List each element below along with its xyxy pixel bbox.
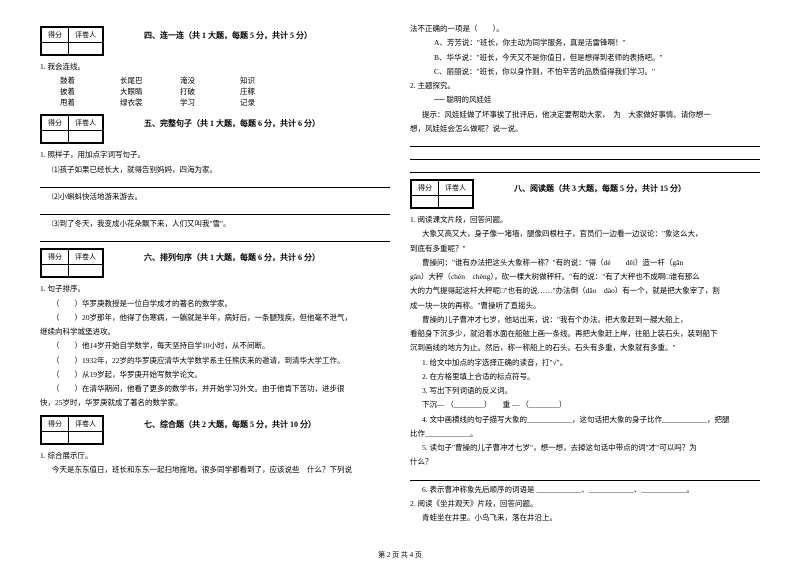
match-1-2: 长尾巴 [120,75,180,86]
q8-p2: 曹操问："谁有办法把这头大象称一称？"有的说："得（dé děi）造一杆（gān [422,257,760,268]
answer-line[interactable] [410,150,760,160]
score-box-5: 得分评卷人 [40,114,104,144]
q6-1e: （ ）从19岁起，华罗庚开始写数学论文。 [52,369,390,380]
section-4-header: 得分评卷人 四、连一连（共 1 大题，每题 5 分，共计 5 分） [40,26,390,58]
opt-a: A、芳芳说："班长，你主动为同学服务，真是活雷锋啊！" [434,37,760,48]
match-row-1: 鼓着 长尾巴 淹没 知识 [60,75,390,86]
q8-sq5b: 什么？ [410,456,760,467]
continuation: 法不正确的一项是（ ）。 [410,23,760,34]
match-1-4: 知识 [240,75,300,86]
match-1-1: 鼓着 [60,75,120,86]
section-4-title: 四、连一连（共 1 大题，每题 5 分，共计 5 分） [144,30,312,41]
q5-1: 1. 照样子，用加点字词写句子。 [40,149,390,160]
answer-line[interactable] [40,232,390,242]
q6-1f2: 快，25岁时，华罗庚就成了著名的数学家。 [40,397,390,408]
q8-p1: 大象又高又大，身子像一堵墙，腿像四根柱子，官员们一边看一边议论："象这么大， [422,228,760,239]
score-label: 得分 [42,116,69,131]
q6-1b: （ ）20岁那年，他得了伤寒病，一躺就是半年，病好后，一条腿残疾，但他毫不泄气， [52,312,390,323]
answer-line[interactable] [40,178,390,188]
section-6-title: 六、排列句序（共 1 大题，每题 6 分，共计 6 分） [144,252,320,263]
q7-2: 2. 主题探究。 [410,80,760,91]
q8-p3c: 沉到画线的地方为止。然后，称一称船上的石头。石头有多重，大象就有多重。" [410,342,760,353]
q8-sq5: 5. 读句子"曹操的儿子曹冲才七岁"，想一想，去掉这句话中带点的词"才"可以吗？… [422,442,760,453]
q6-1d: （ ）1932年，22岁的华罗庚应清华大学数学系主任熊庆来的邀请，到清华大学工作… [52,355,390,366]
score-box-8: 得分评卷人 [410,179,474,209]
section-5-header: 得分评卷人 五、完整句子（共 1 大题，每题 6 分，共计 6 分） [40,114,390,146]
score-label: 得分 [42,250,69,265]
section-7-title: 七、综合题（共 2 大题，每题 5 分，共计 10 分） [144,419,316,430]
reviewer-label: 评卷人 [69,250,103,265]
answer-line[interactable] [40,205,390,215]
q7-2-hint: 提示：风娃娃做了坏事挨了批评后，他决定要帮助大家， 为 大家做好事情。请你想一 [422,109,760,120]
q7-2-title: ── 聪明的风娃娃 [434,94,760,105]
match-row-3: 甩着 绿衣裳 学习 记录 [60,97,390,108]
score-box-7: 得分评卷人 [40,415,104,445]
reviewer-label: 评卷人 [69,116,103,131]
q7-1: 1. 综合展示厅。 [40,450,390,461]
match-row-2: 披着 大眼睛 打破 庄稼 [60,86,390,97]
reviewer-label: 评卷人 [439,181,473,196]
score-label: 得分 [42,416,69,431]
match-2-1: 披着 [60,86,120,97]
left-column: 得分评卷人 四、连一连（共 1 大题，每题 5 分，共计 5 分） 1. 我会连… [30,20,400,555]
answer-line[interactable] [410,471,760,481]
q8-sq4: 4. 文中画横线的句子描写大象的____________，这句话把大象的身子比作… [422,414,760,425]
match-3-1: 甩着 [60,97,120,108]
q8-sq3: 3. 写出下列词语的反义词。 [422,385,760,396]
score-box-6: 得分评卷人 [40,248,104,278]
q8-sq4b: 比作____________。 [410,428,760,439]
q8-p3: 曹操的儿子曹冲才七岁，他站出来，说："我有个办法。把大象赶到一艘大船上， [422,314,760,325]
score-label: 得分 [42,28,69,43]
q6-1f: （ ）在清华期间，他看了更多的数学书，并开始学习外文。由于他肯下苦功，进步很 [52,383,390,394]
q8-sq3a: 下沉— （________） 重 — （________） [422,399,760,410]
q5-1b: ⑵小蝌蚪快活地游来游去。 [52,191,390,202]
answer-line[interactable] [410,137,760,147]
q8-p1b: 到底有多重呢？" [410,243,760,254]
q7-1text: 今天是东东值日，班长和东东一起扫地拖地。很多同学都看到了，应该说些 什么？下列说 [52,464,390,475]
score-label: 得分 [412,181,439,196]
section-8-title: 八、阅读题（共 3 大题，每题 5 分，共计 15 分） [514,183,686,194]
q8-1: 1. 阅读课文片段，回答问题。 [410,214,760,225]
q8-2: 2. 阅读《坐井观天》片段，回答问题。 [410,498,760,509]
section-8-header: 得分评卷人 八、阅读题（共 3 大题，每题 5 分，共计 15 分） [410,179,760,211]
q8-sq2: 2. 在方格里填上合适的标点符号。 [422,371,760,382]
reviewer-label: 评卷人 [69,28,103,43]
match-3-4: 记录 [240,97,300,108]
q8-p3b: 看船身下沉多少，就沿着水面在船舷上画一条线。再把大象赶上岸，往船上装石头，装到船… [410,328,760,339]
q5-1a: ⑴孩子如果已经长大，就得告别妈妈，四海为家。 [52,164,390,175]
answer-line[interactable] [410,163,760,173]
opt-b: B、华华说："班长，今天又不是你值日，但是想得到老师的表扬吧。" [434,52,760,63]
q8-p2c: 大的力气提得起这杆大秤呢□"也有的说……"办法倒（dǎo dào）有一个，就是把… [410,285,760,296]
match-2-3: 打破 [180,86,240,97]
q7-2-hint2: 想，风娃娃会怎么做呢？说一说。 [410,123,760,134]
right-column: 法不正确的一项是（ ）。 A、芳芳说："班长，你主动为同学服务，真是活雷锋啊！"… [400,20,770,555]
section-6-header: 得分评卷人 六、排列句序（共 1 大题，每题 6 分，共计 6 分） [40,248,390,280]
q8-p2b: gǎn）大秤（chèn chèng），砍一棵大树做秤杆。"有的说："有了大秤也不… [410,271,760,282]
q6-1b2: 继续向科学城堡进攻。 [40,326,390,337]
q8-2-text: 青蛙坐在井里。小鸟飞来，落在井沿上。 [422,512,760,523]
opt-c: C、丽丽说："班长，你以身作则，不怕辛苦的品质值得我们学习。" [434,66,760,77]
page-footer: 第 2 页 共 4 页 [0,550,800,560]
match-3-3: 学习 [180,97,240,108]
q8-sq6: 6. 表示曹冲称象先后顺序的词语是 ____________、_________… [422,484,760,495]
reviewer-label: 评卷人 [69,416,103,431]
q6-1: 1. 句子排序。 [40,283,390,294]
score-box-4: 得分评卷人 [40,26,104,56]
q4-1: 1. 我会连线。 [40,61,390,72]
q6-1c: （ ）他14岁开始自学数学，每天坚持自学10小时，从不间断。 [52,340,390,351]
section-5-title: 五、完整句子（共 1 大题，每题 6 分，共计 6 分） [144,118,320,129]
match-2-2: 大眼睛 [120,86,180,97]
section-7-header: 得分评卷人 七、综合题（共 2 大题，每题 5 分，共计 10 分） [40,415,390,447]
match-2-4: 庄稼 [240,86,300,97]
q6-1a: （ ）华罗庚教授是一位自学成才的著名的数学家。 [52,298,390,309]
q8-sq1: 1. 给文中加点的字选择正确的读音，打"√"。 [422,357,760,368]
q8-p2d: 成一块一块的再称。"曹操听了直摇头。 [410,300,760,311]
q5-1c: ⑶到了冬天，我变成小花朵飘下来，人们又叫我"雪"。 [52,218,390,229]
match-1-3: 淹没 [180,75,240,86]
match-3-2: 绿衣裳 [120,97,180,108]
